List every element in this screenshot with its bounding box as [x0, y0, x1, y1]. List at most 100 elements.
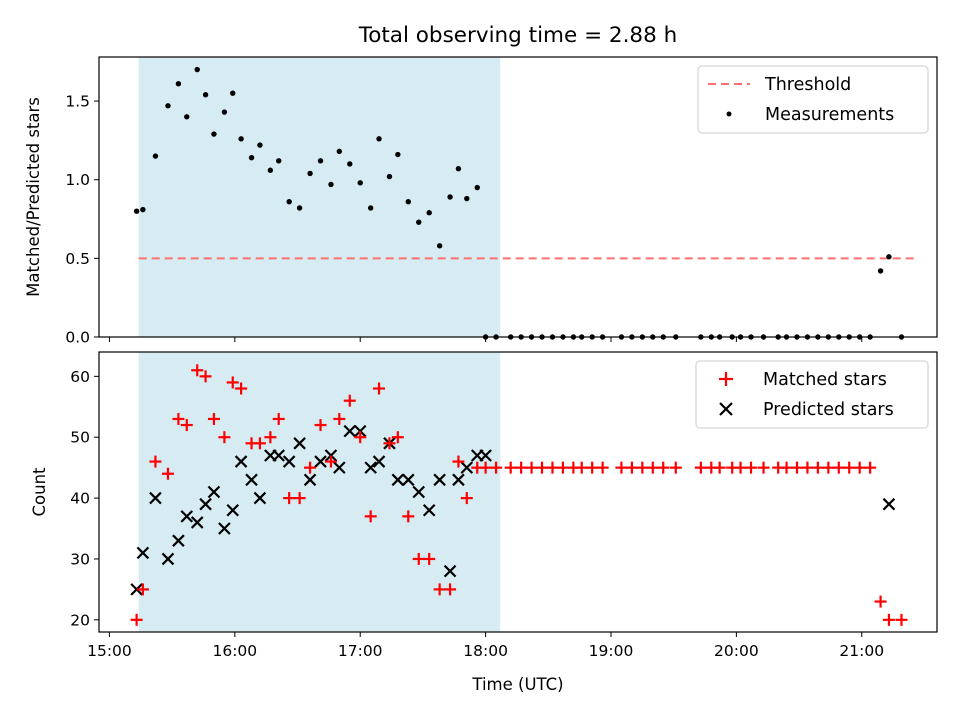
matched-star-marker	[882, 613, 895, 626]
measurement-point	[426, 210, 432, 216]
matched-star-marker	[180, 419, 193, 432]
top-y-ticks: 0.0 0.5 1.0 1.5	[65, 93, 99, 347]
legend-predicted-label: Predicted stars	[763, 400, 894, 420]
measurement-point	[194, 66, 200, 73]
predicted-marker-stroke	[343, 424, 357, 438]
predicted-marker-stroke	[149, 491, 162, 505]
matched-star-marker	[235, 382, 248, 395]
matched-star-marker	[218, 431, 231, 444]
predicted-star-marker	[130, 583, 143, 596]
bottom-plot-frame	[98, 351, 938, 633]
matched-star-marker	[199, 370, 212, 383]
measurement-point	[376, 136, 382, 142]
predicted-marker-stroke	[443, 564, 457, 578]
predicted-marker-stroke	[180, 510, 194, 523]
predicted-star-marker	[180, 510, 194, 523]
predicted-star-marker	[149, 491, 162, 505]
x-axis-label: Time (UTC)	[471, 675, 563, 694]
bottom-y-tick-label: 50	[70, 429, 90, 447]
measurement-point	[175, 81, 182, 87]
bottom-y-axis-label: Count	[30, 467, 49, 517]
matched-star-marker	[383, 437, 396, 450]
matched-star-marker	[536, 461, 549, 474]
matched-star-marker	[314, 419, 327, 432]
predicted-marker-stroke	[190, 516, 204, 529]
measurement-point	[152, 153, 159, 159]
predicted-star-marker	[364, 461, 377, 474]
matched-star-marker	[149, 455, 162, 468]
matched-star-marker	[646, 461, 659, 474]
matched-star-marker	[745, 461, 758, 474]
top-y-tick-label: 0.0	[65, 329, 90, 347]
matched-star-marker	[283, 492, 296, 505]
measurement-point	[165, 103, 171, 109]
measurement-point	[357, 180, 363, 186]
matched-star-marker	[452, 455, 465, 468]
bottom-y-tick-label: 30	[70, 550, 90, 568]
matched-star-marker	[895, 613, 908, 626]
measurement-point	[296, 205, 303, 211]
predicted-star-marker	[314, 455, 327, 468]
predicted-marker-stroke	[460, 461, 474, 474]
legend-predicted-swatch	[719, 402, 733, 416]
measurement-point	[336, 148, 343, 155]
measurement-point	[257, 142, 263, 148]
top-y-tick-label: 1.0	[65, 171, 90, 189]
matched-star-marker	[391, 431, 404, 444]
predicted-marker-stroke	[161, 552, 175, 566]
matched-star-marker	[596, 461, 609, 474]
measurement-point	[267, 167, 274, 173]
matched-star-marker	[556, 461, 569, 474]
matched-star-marker	[433, 583, 446, 596]
predicted-marker-stroke	[272, 449, 285, 462]
x-tick-label: 19:00	[589, 642, 634, 660]
bottom-legend-box	[695, 360, 929, 429]
legend-measurements-label: Measurements	[765, 105, 894, 125]
predicted-star-marker	[234, 455, 248, 468]
bottom-predicted-layer	[130, 424, 896, 596]
predicted-star-marker	[136, 546, 150, 560]
matched-star-marker	[136, 583, 149, 596]
matched-star-marker	[479, 461, 492, 474]
bottom-y-ticks: 20 30 40 50 60	[70, 368, 99, 629]
x-tick-label: 17:00	[338, 642, 383, 660]
matched-star-marker	[324, 455, 337, 468]
predicted-star-marker	[372, 455, 386, 468]
matched-star-marker	[636, 461, 649, 474]
predicted-marker-stroke	[364, 461, 377, 474]
legend-matched-label: Matched stars	[763, 370, 887, 390]
top-y-axis-label: Matched/Predicted stars	[24, 97, 43, 297]
predicted-star-marker	[443, 564, 457, 578]
chart-title: Total observing time = 2.88 h	[358, 23, 678, 48]
predicted-marker-stroke	[422, 503, 436, 517]
matched-star-marker	[423, 552, 436, 565]
measurement-point	[886, 254, 892, 260]
top-legend: Threshold Measurements	[697, 65, 929, 134]
predicted-star-marker	[245, 473, 258, 487]
measurement-point	[367, 205, 374, 211]
matched-star-marker	[264, 431, 277, 444]
matched-star-marker	[669, 461, 682, 474]
bottom-panel: 20 30 40 50 60 15:00 16:00 17:00 18:00 19:00 20:0…	[30, 351, 938, 694]
matched-star-marker	[161, 467, 174, 480]
matched-star-marker	[272, 412, 285, 425]
predicted-marker-stroke	[402, 473, 415, 487]
predicted-marker-stroke	[282, 455, 296, 468]
predicted-marker-stroke	[412, 485, 426, 499]
predicted-star-marker	[433, 473, 446, 487]
matched-star-marker	[780, 461, 793, 474]
matched-star-marker	[373, 382, 386, 395]
bottom-matched-layer	[130, 364, 908, 626]
matched-star-marker	[811, 461, 824, 474]
predicted-marker-stroke	[245, 473, 258, 487]
measurement-point	[230, 90, 236, 96]
predicted-marker-stroke	[433, 473, 446, 487]
matched-star-marker	[293, 492, 306, 505]
matched-star-marker	[333, 412, 346, 425]
top-y-tick-label: 1.5	[65, 93, 90, 111]
measurement-point	[416, 219, 422, 225]
matched-star-marker	[460, 492, 473, 505]
predicted-star-marker	[333, 461, 346, 474]
matched-star-marker	[412, 552, 425, 565]
